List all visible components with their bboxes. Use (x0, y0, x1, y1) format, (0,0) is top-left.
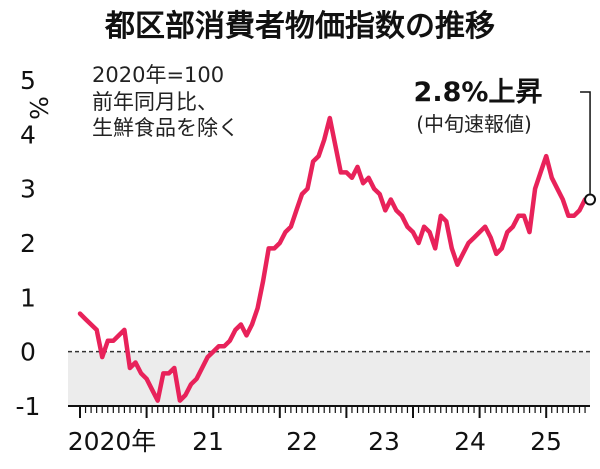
y-tick-label: 0 (20, 338, 36, 367)
x-tick-label: 2020年 (68, 427, 157, 456)
chart-title: 都区部消費者物価指数の推移 (104, 9, 495, 44)
x-tick-label: 24 (454, 427, 486, 456)
end-point-marker (584, 193, 597, 206)
y-tick-label: 2 (20, 229, 36, 258)
series-line-cpi (77, 115, 588, 403)
x-tick-labels: 2020年 21 22 23 24 25 (68, 427, 562, 456)
note-yoy: 前年同月比、 (92, 90, 218, 114)
annotation-subtitle: (中旬速報値) (416, 112, 532, 136)
y-unit-label: % (24, 96, 53, 120)
y-tick-label: 1 (20, 283, 36, 312)
y-tick-labels: 5 4 3 2 1 0 -1 (16, 66, 41, 421)
y-tick-label: 4 (20, 120, 36, 149)
note-excl-fresh-food: 生鮮食品を除く (92, 116, 239, 140)
annotation-title: 2.8%上昇 (414, 77, 543, 108)
x-tick-label: 25 (530, 427, 562, 456)
x-tick-label: 21 (192, 427, 224, 456)
x-minor-ticks (79, 406, 586, 418)
x-tick-label: 22 (286, 427, 318, 456)
note-base-year: 2020年=100 (92, 63, 224, 87)
y-tick-label: 5 (20, 66, 36, 95)
y-tick-label: 3 (20, 175, 36, 204)
y-tick-label: -1 (16, 392, 41, 421)
x-tick-label: 23 (368, 427, 400, 456)
annotation-bracket (580, 91, 591, 194)
